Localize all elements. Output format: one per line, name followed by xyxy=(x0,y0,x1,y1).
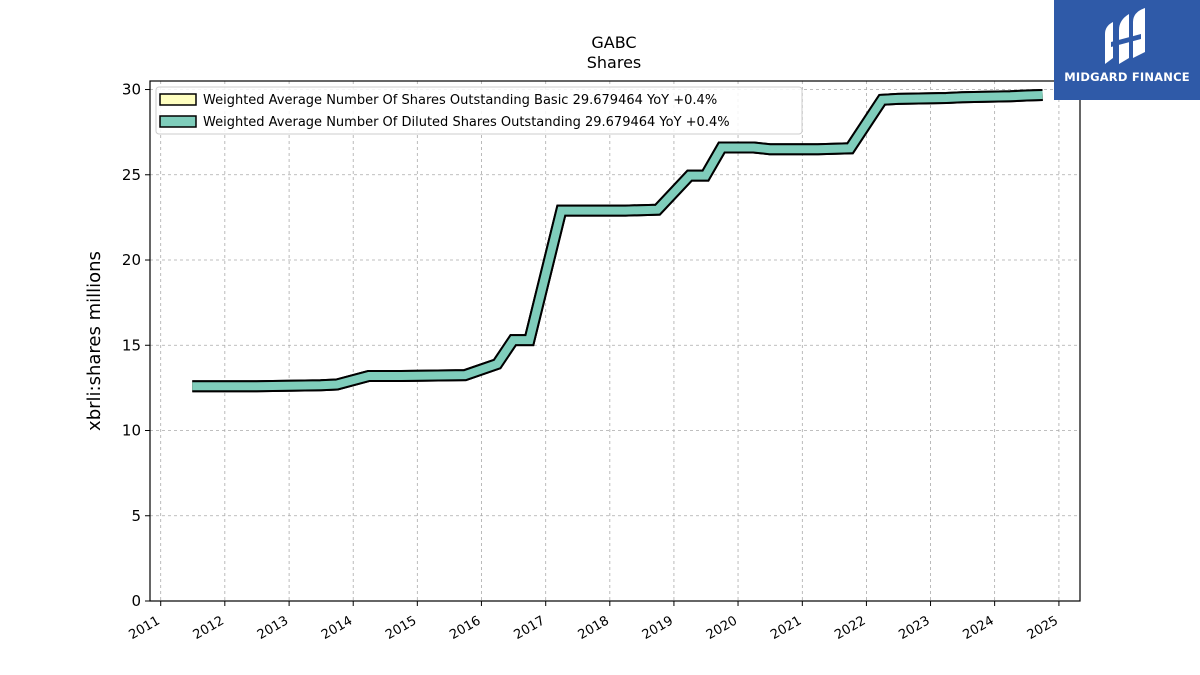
legend-swatch-diluted xyxy=(159,115,197,128)
midgard-finance-logo: MIDGARD FINANCE xyxy=(1054,0,1200,100)
y-axis: 0 5 10 15 20 25 30 xyxy=(122,81,150,610)
x-tick-label: 2021 xyxy=(768,613,804,643)
grid-lines xyxy=(150,81,1080,601)
chart-subtitle: Shares xyxy=(587,53,642,72)
legend: Weighted Average Number Of Shares Outsta… xyxy=(155,86,803,135)
x-tick-label: 2025 xyxy=(1025,613,1061,643)
x-tick-label: 2015 xyxy=(383,613,419,643)
legend-label-diluted: Weighted Average Number Of Diluted Share… xyxy=(203,115,730,130)
x-tick-label: 2020 xyxy=(704,613,740,643)
series-line-outline xyxy=(192,89,1043,393)
x-tick-label: 2013 xyxy=(255,613,291,643)
x-tick-label: 2014 xyxy=(319,613,355,643)
series-line xyxy=(192,91,1043,391)
series-line-outline xyxy=(192,89,1043,393)
logo-text: MIDGARD FINANCE xyxy=(1064,70,1190,84)
x-tick-label: 2017 xyxy=(512,613,548,643)
legend-swatch-basic xyxy=(159,93,197,106)
y-axis-label: xbrli:shares millions xyxy=(84,251,105,431)
y-tick-label: 5 xyxy=(131,507,141,525)
x-tick-label: 2024 xyxy=(960,613,996,643)
x-tick-label: 2022 xyxy=(832,613,868,643)
y-tick-label: 20 xyxy=(122,251,141,269)
series-line xyxy=(192,91,1043,391)
x-tick-label: 2023 xyxy=(896,613,932,643)
legend-label-basic: Weighted Average Number Of Shares Outsta… xyxy=(203,93,717,108)
x-tick-label: 2011 xyxy=(127,613,163,643)
y-tick-label: 15 xyxy=(122,336,141,354)
x-tick-label: 2018 xyxy=(576,613,612,643)
midgard-logo-icon xyxy=(1105,8,1145,64)
y-tick-label: 0 xyxy=(131,592,141,610)
chart-title: GABC xyxy=(591,33,636,52)
series-lines xyxy=(192,89,1043,393)
y-tick-label: 10 xyxy=(122,422,141,440)
y-tick-label: 30 xyxy=(122,81,141,99)
legend-frame xyxy=(155,86,803,135)
x-tick-label: 2016 xyxy=(447,613,483,643)
x-tick-label: 2012 xyxy=(191,613,227,643)
y-tick-label: 25 xyxy=(122,166,141,184)
x-tick-label: 2019 xyxy=(640,613,676,643)
plot-area-frame xyxy=(149,80,1081,602)
x-axis: 2011 2012 2013 2014 2015 2016 2017 2018 2019 2020… xyxy=(127,601,1061,643)
